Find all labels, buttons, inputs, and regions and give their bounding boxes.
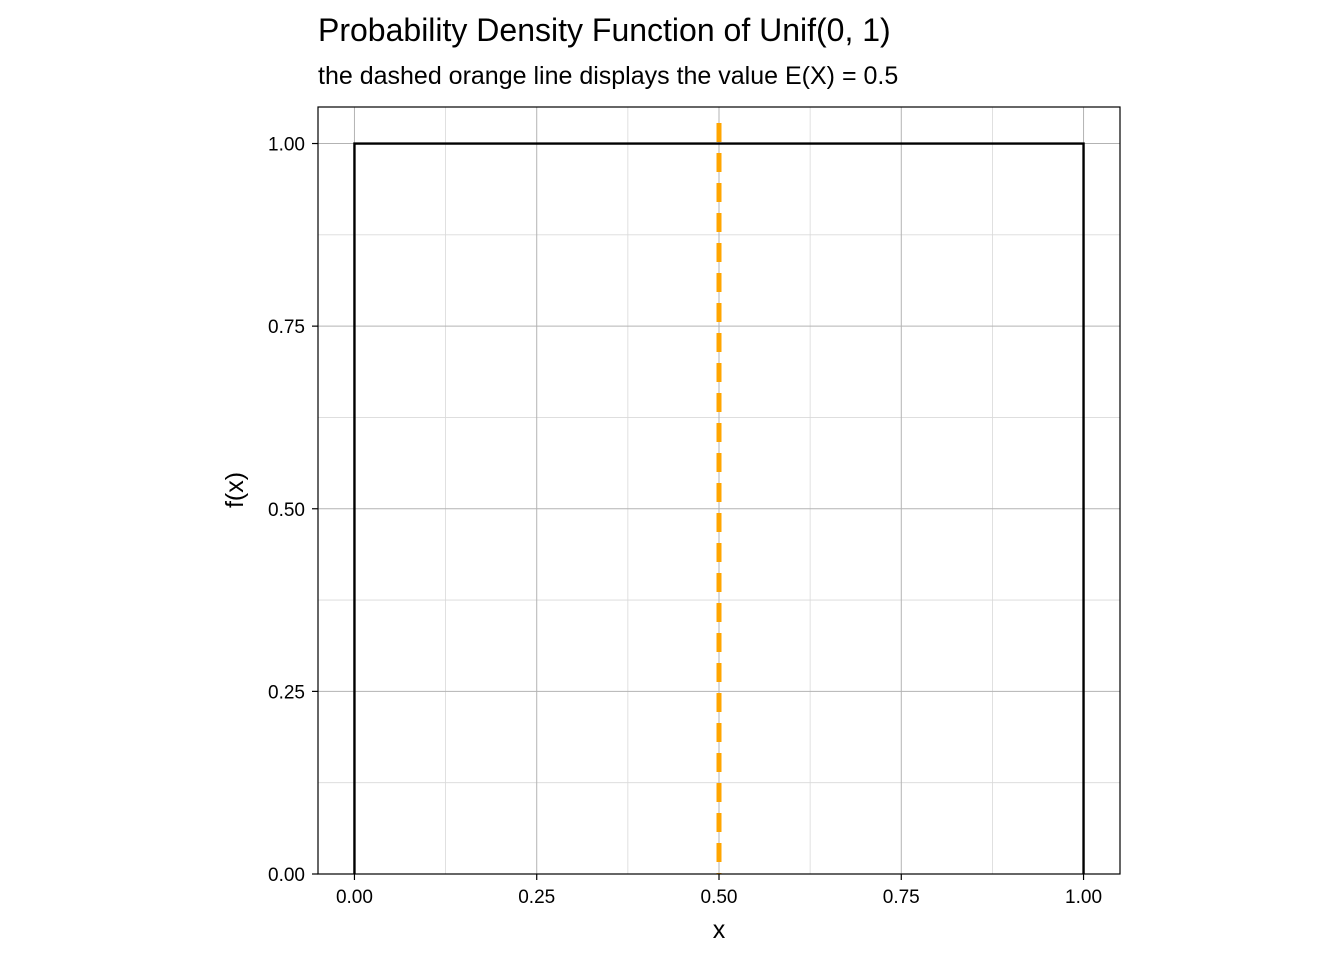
chart-title: Probability Density Function of Unif(0, … [318,12,891,48]
y-tick-label: 0.00 [268,865,305,886]
y-tick-label: 0.50 [268,500,305,521]
x-axis: 0.00 0.25 0.50 0.75 1.00 [336,874,1102,908]
y-tick-label: 0.25 [268,682,305,703]
y-axis-title: f(x) [221,472,249,508]
x-tick-label: 0.25 [518,887,555,908]
y-tick-label: 0.75 [268,317,305,338]
x-axis-title: x [713,916,726,944]
x-tick-label: 0.50 [701,887,738,908]
x-tick-label: 0.00 [336,887,373,908]
series-layer [353,142,1085,874]
x-tick-label: 1.00 [1065,887,1102,908]
y-axis: 0.00 0.25 0.50 0.75 1.00 [268,135,318,886]
x-tick-label: 0.75 [883,887,920,908]
chart-subtitle: the dashed orange line displays the valu… [318,62,898,90]
y-tick-label: 1.00 [268,135,305,156]
pdf-series-line [353,142,1085,874]
